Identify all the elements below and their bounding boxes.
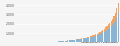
Bar <box>77 39 78 42</box>
Bar <box>104 29 105 32</box>
Bar <box>83 38 84 39</box>
Bar <box>94 36 95 42</box>
Bar <box>67 41 69 42</box>
Bar <box>85 37 87 38</box>
Bar <box>104 32 105 42</box>
Bar <box>67 40 69 41</box>
Bar <box>92 37 94 42</box>
Bar <box>117 3 119 13</box>
Bar <box>87 37 88 38</box>
Bar <box>63 41 64 42</box>
Bar <box>113 23 114 42</box>
Bar <box>97 35 98 42</box>
Bar <box>101 31 102 33</box>
Bar <box>105 27 106 31</box>
Bar <box>116 17 117 42</box>
Bar <box>74 40 75 42</box>
Bar <box>115 20 116 42</box>
Bar <box>91 37 92 42</box>
Bar <box>70 40 71 42</box>
Bar <box>111 21 112 26</box>
Bar <box>72 40 73 42</box>
Bar <box>106 30 108 42</box>
Bar <box>91 36 92 37</box>
Bar <box>80 39 81 42</box>
Bar <box>98 33 99 35</box>
Bar <box>66 41 67 42</box>
Bar <box>111 26 112 42</box>
Bar <box>95 36 96 42</box>
Legend: Expansion sets, Board games: Expansion sets, Board games <box>81 42 118 43</box>
Bar <box>76 39 77 40</box>
Bar <box>90 37 91 42</box>
Bar <box>62 41 63 42</box>
Bar <box>65 41 66 42</box>
Bar <box>83 39 84 42</box>
Bar <box>102 32 103 42</box>
Bar <box>81 38 82 39</box>
Bar <box>76 40 77 42</box>
Bar <box>116 8 117 17</box>
Bar <box>69 40 70 42</box>
Bar <box>101 33 102 42</box>
Bar <box>99 32 101 34</box>
Bar <box>73 40 74 42</box>
Bar <box>112 25 113 42</box>
Bar <box>102 30 103 32</box>
Bar <box>112 18 113 25</box>
Bar <box>92 35 94 37</box>
Bar <box>99 34 101 42</box>
Bar <box>97 34 98 35</box>
Bar <box>81 39 82 42</box>
Bar <box>88 38 89 42</box>
Bar <box>95 34 96 36</box>
Bar <box>115 13 116 20</box>
Bar <box>105 31 106 42</box>
Bar <box>108 29 109 42</box>
Bar <box>58 41 59 42</box>
Bar <box>59 41 60 42</box>
Bar <box>78 39 80 42</box>
Bar <box>60 41 62 42</box>
Bar <box>98 35 99 42</box>
Bar <box>87 38 88 42</box>
Bar <box>88 37 89 38</box>
Bar <box>109 27 110 42</box>
Bar <box>113 16 114 23</box>
Bar <box>106 26 108 30</box>
Bar <box>90 36 91 37</box>
Bar <box>84 38 85 42</box>
Bar <box>109 23 110 27</box>
Bar <box>108 24 109 29</box>
Bar <box>94 35 95 36</box>
Bar <box>117 13 119 42</box>
Bar <box>85 38 87 42</box>
